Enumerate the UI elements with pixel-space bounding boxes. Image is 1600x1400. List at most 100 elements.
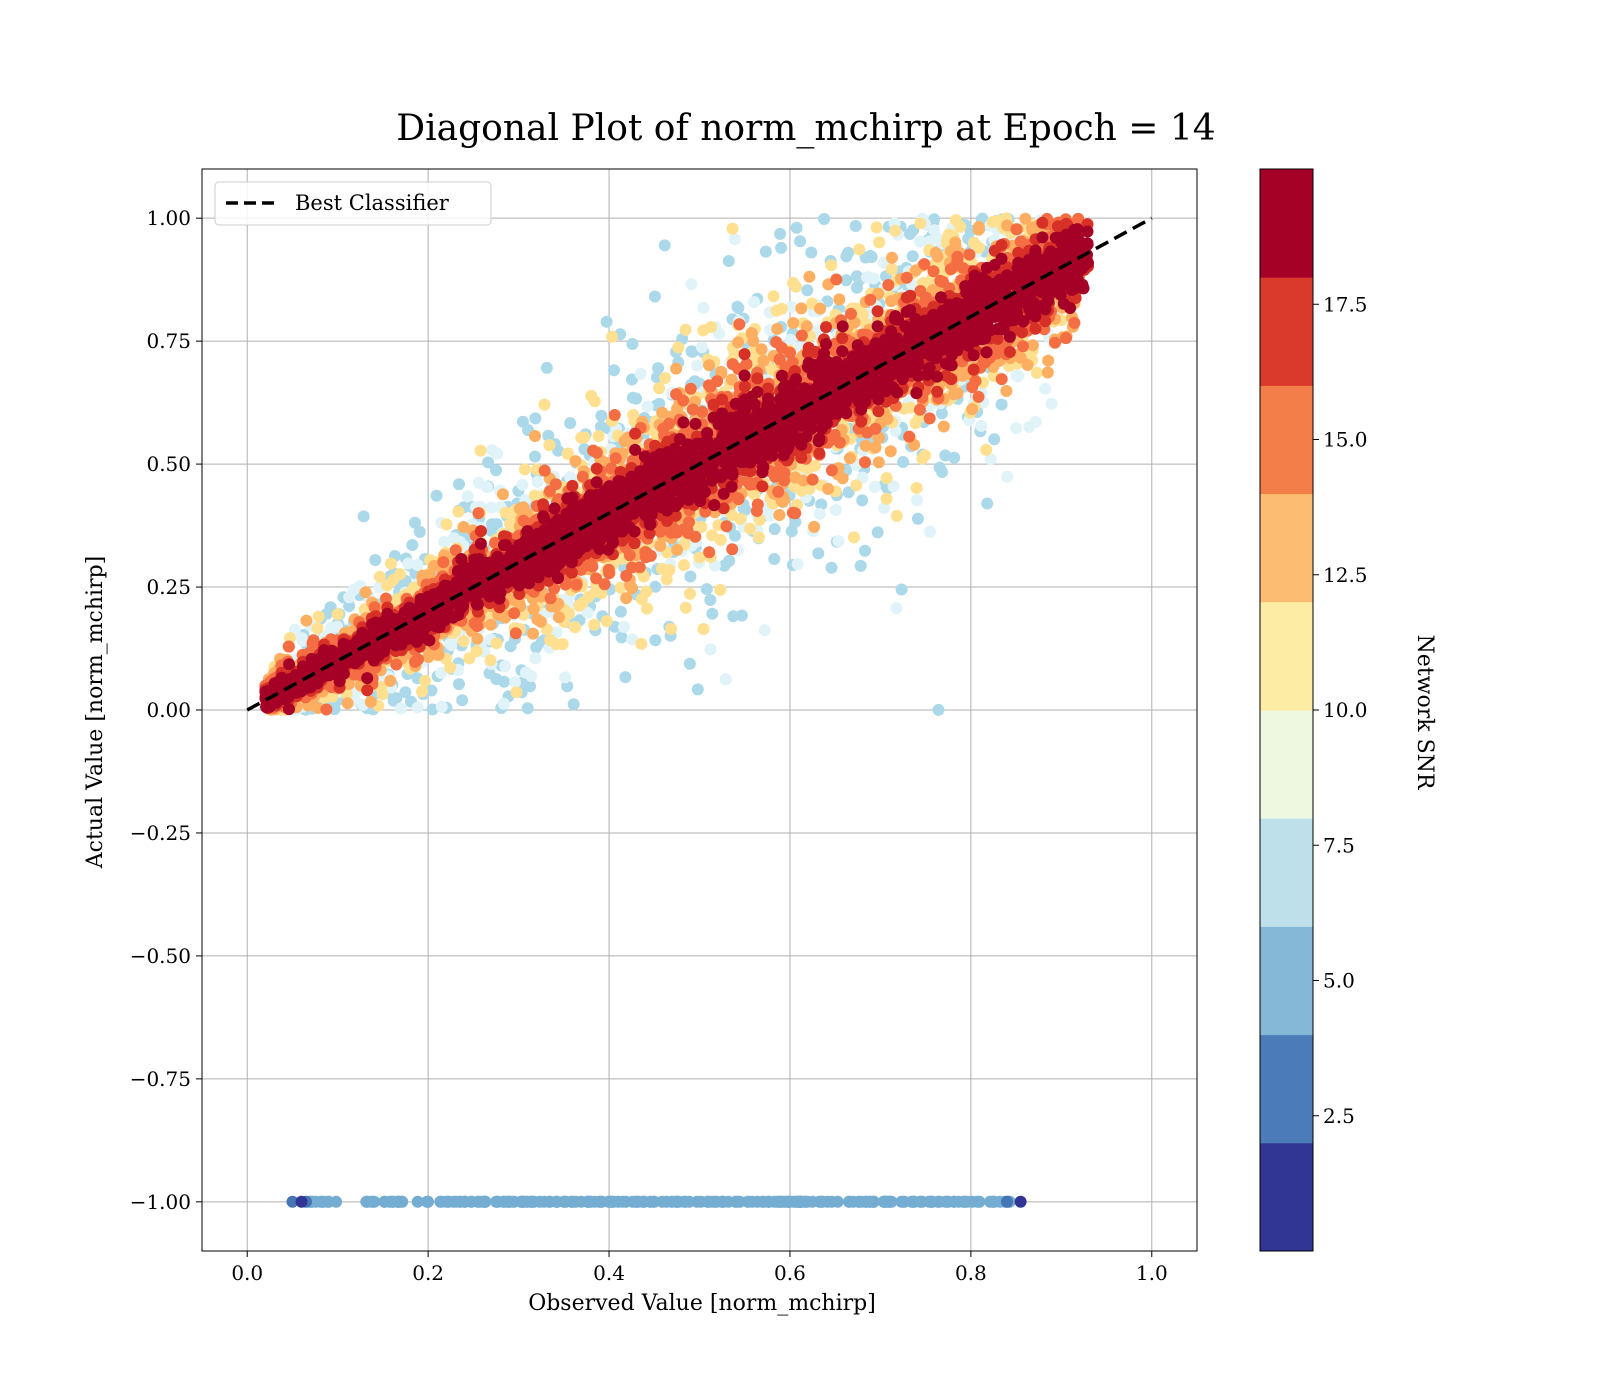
scatter-point bbox=[519, 666, 532, 679]
scatter-point bbox=[685, 278, 698, 291]
scatter-point bbox=[897, 456, 910, 468]
scatter-point bbox=[295, 632, 308, 645]
scatter-point bbox=[842, 486, 855, 499]
scatter-point bbox=[697, 324, 710, 337]
scatter-point bbox=[895, 583, 908, 596]
scatter-point bbox=[873, 236, 886, 249]
scatter-point bbox=[782, 1195, 795, 1208]
scatter-point bbox=[543, 1195, 556, 1208]
scatter-point bbox=[695, 521, 708, 533]
scatter-point bbox=[663, 564, 676, 576]
scatter-point bbox=[693, 551, 706, 564]
scatter-point bbox=[679, 601, 692, 614]
scatter-point bbox=[758, 624, 771, 637]
scatter-point bbox=[880, 492, 893, 505]
scatter-point bbox=[394, 702, 407, 715]
scatter-point bbox=[784, 333, 797, 346]
scatter-point bbox=[581, 1195, 594, 1208]
scatter-point bbox=[1023, 420, 1036, 433]
scatter-point bbox=[369, 554, 382, 566]
scatter-point bbox=[697, 301, 710, 314]
scatter-point bbox=[518, 463, 531, 476]
scatter-point bbox=[581, 606, 594, 619]
scatter-point bbox=[910, 482, 923, 494]
scatter-point bbox=[331, 608, 344, 621]
scatter-point bbox=[803, 270, 816, 283]
scatter-point bbox=[435, 666, 448, 679]
scatter-point bbox=[791, 558, 804, 571]
scatter-point bbox=[818, 213, 831, 225]
scatter-point bbox=[553, 611, 565, 624]
scatter-point bbox=[700, 583, 713, 596]
scatter-point bbox=[490, 637, 503, 650]
scatter-point bbox=[696, 341, 708, 354]
scatter-point bbox=[825, 464, 838, 477]
scatter-point bbox=[444, 661, 457, 674]
scatter-point bbox=[679, 323, 692, 336]
scatter-point bbox=[840, 274, 853, 287]
scatter-point bbox=[1001, 1195, 1013, 1208]
scatter-point bbox=[561, 447, 574, 460]
scatter-point bbox=[787, 317, 800, 329]
scatter-point bbox=[490, 518, 503, 531]
scatter-point bbox=[697, 623, 710, 635]
scatter-point bbox=[670, 1195, 683, 1208]
scatter-point bbox=[658, 239, 671, 252]
scatter-point bbox=[1000, 385, 1013, 397]
scatter-point bbox=[440, 1195, 453, 1208]
scatter-point bbox=[485, 501, 498, 514]
scatter-point bbox=[815, 498, 828, 511]
scatter-point bbox=[411, 558, 424, 571]
scatter-point bbox=[836, 472, 849, 485]
scatter-point bbox=[409, 516, 421, 529]
scatter-point bbox=[615, 631, 628, 644]
scatter-point bbox=[767, 290, 780, 303]
scatter-point bbox=[1012, 370, 1025, 383]
scatter-point bbox=[732, 336, 745, 349]
scatter-point bbox=[530, 641, 543, 654]
scatter-point bbox=[496, 488, 509, 501]
scatter-point bbox=[884, 445, 897, 458]
scatter-point bbox=[735, 609, 748, 622]
scatter-point bbox=[634, 367, 647, 380]
scatter-point bbox=[600, 615, 613, 628]
scatter-point bbox=[430, 489, 443, 502]
scatter-point bbox=[744, 522, 757, 535]
scatter-point bbox=[775, 302, 788, 315]
scatter-point bbox=[856, 494, 869, 507]
scatter-point bbox=[726, 543, 739, 556]
scatter-point bbox=[529, 450, 542, 463]
scatter-point bbox=[648, 290, 661, 303]
scatter-point bbox=[850, 479, 863, 492]
scatter-point bbox=[295, 1195, 308, 1208]
scatter-point bbox=[614, 605, 627, 618]
scatter-point bbox=[752, 531, 765, 544]
scatter-point bbox=[1010, 422, 1023, 435]
scatter-point bbox=[626, 391, 639, 404]
scatter-point bbox=[381, 579, 394, 592]
scatter-point bbox=[863, 1195, 876, 1208]
scatter-point bbox=[509, 676, 521, 689]
scatter-point bbox=[886, 251, 898, 264]
scatter-point bbox=[438, 535, 451, 548]
scatter-point bbox=[573, 599, 586, 612]
scatter-point bbox=[825, 561, 838, 574]
scatter-point bbox=[516, 415, 529, 428]
scatter-point bbox=[1041, 366, 1054, 379]
scatter-point bbox=[311, 622, 324, 635]
scatter-point bbox=[872, 456, 885, 469]
scatter-point bbox=[490, 1195, 503, 1208]
scatter-point bbox=[706, 607, 719, 620]
scatter-point bbox=[727, 610, 740, 623]
scatter-point bbox=[806, 1195, 819, 1208]
scatter-point bbox=[384, 674, 397, 687]
scatter-point bbox=[510, 686, 523, 699]
scatter-point bbox=[364, 695, 377, 708]
scatter-point bbox=[529, 430, 541, 442]
scatter-point bbox=[373, 570, 386, 583]
scatter-point bbox=[789, 515, 802, 528]
scatter-point bbox=[626, 338, 639, 350]
scatter-point bbox=[935, 407, 948, 420]
scatter-point bbox=[829, 504, 842, 516]
